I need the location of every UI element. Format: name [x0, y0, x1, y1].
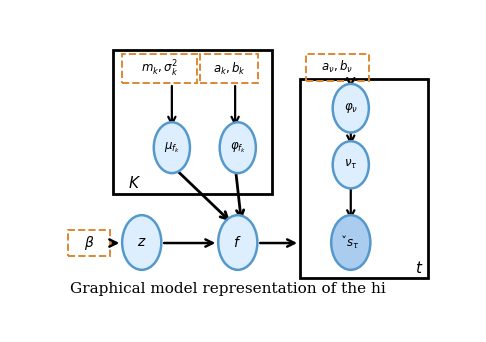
Bar: [68, 230, 110, 256]
Text: $\mu_{f_k}$: $\mu_{f_k}$: [164, 141, 180, 155]
Text: $K$: $K$: [128, 175, 141, 191]
Text: $\varphi_{f_k}$: $\varphi_{f_k}$: [230, 141, 246, 155]
Text: $f$: $f$: [233, 235, 242, 250]
Text: $\beta$: $\beta$: [84, 234, 94, 252]
Text: $\nu_{\tau}$: $\nu_{\tau}$: [344, 158, 358, 171]
Bar: [200, 54, 259, 83]
Text: Graphical model representation of the hi: Graphical model representation of the hi: [70, 282, 386, 296]
Text: $a_k, b_k$: $a_k, b_k$: [213, 61, 246, 77]
Bar: [306, 54, 369, 81]
Ellipse shape: [333, 84, 369, 132]
Text: $\check{s}_{\tau}$: $\check{s}_{\tau}$: [342, 234, 360, 251]
Ellipse shape: [331, 215, 370, 270]
Text: $t$: $t$: [415, 260, 423, 276]
Text: $z$: $z$: [137, 236, 146, 250]
Ellipse shape: [218, 215, 258, 270]
Ellipse shape: [122, 215, 161, 270]
Bar: [300, 79, 428, 278]
Text: $a_{\nu}, b_{\nu}$: $a_{\nu}, b_{\nu}$: [321, 59, 353, 76]
Ellipse shape: [154, 122, 190, 173]
Ellipse shape: [220, 122, 256, 173]
Text: $m_k, \sigma_k^2$: $m_k, \sigma_k^2$: [141, 58, 178, 79]
Ellipse shape: [333, 141, 369, 188]
Bar: [122, 54, 197, 83]
Text: $\varphi_{\nu}$: $\varphi_{\nu}$: [344, 101, 358, 115]
Bar: [114, 50, 272, 194]
